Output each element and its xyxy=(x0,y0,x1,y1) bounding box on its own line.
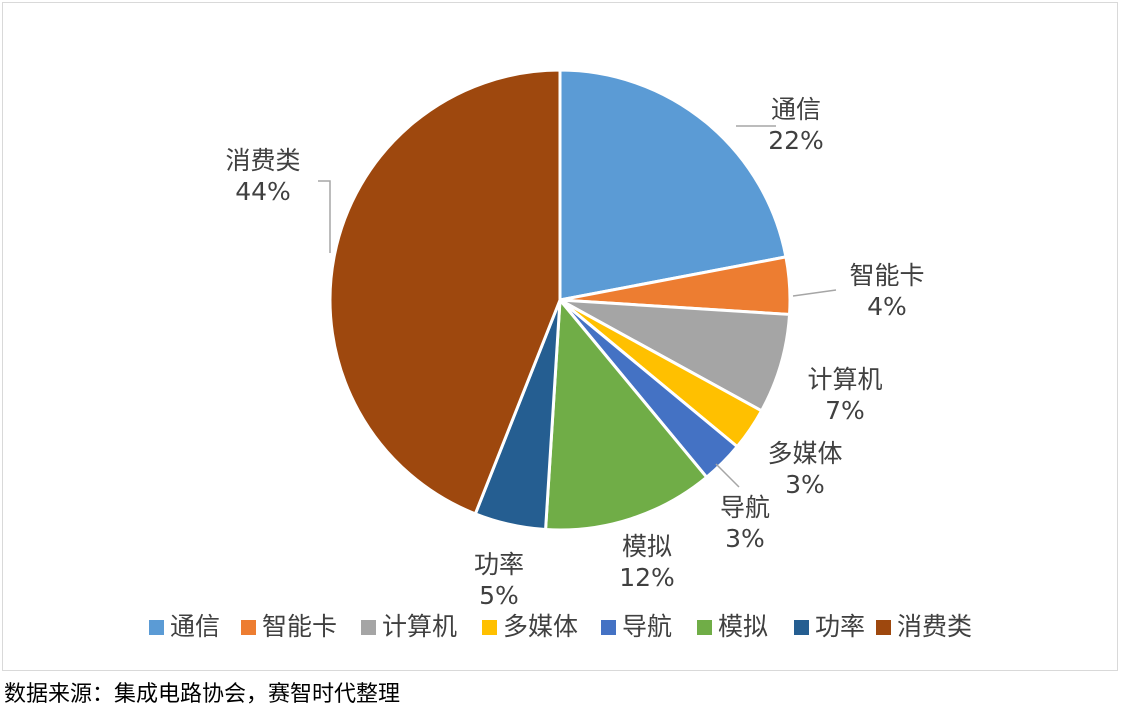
leader-line-5 xyxy=(715,463,740,488)
pie-slice-1 xyxy=(558,68,788,302)
slice-category-label: 导航 xyxy=(720,493,770,522)
legend-item: 消费类 xyxy=(876,612,972,641)
legend-item: 功率 xyxy=(794,612,865,641)
legend-item: 智能卡 xyxy=(241,612,337,641)
slice-percent-label: 5% xyxy=(479,581,519,610)
slice-percent-label: 22% xyxy=(768,126,824,155)
legend-swatch xyxy=(876,620,891,635)
legend-label: 导航 xyxy=(622,612,672,641)
slice-category-label: 模拟 xyxy=(622,532,672,561)
pie-slices xyxy=(328,68,792,532)
source-note: 数据来源：集成电路协会，赛智时代整理 xyxy=(4,682,401,707)
slice-percent-label: 3% xyxy=(725,524,765,553)
legend-item: 多媒体 xyxy=(482,612,578,641)
pie-slice-6 xyxy=(544,298,709,532)
leader-lines xyxy=(318,125,837,488)
legend-label: 多媒体 xyxy=(503,612,578,641)
legend-label: 模拟 xyxy=(718,612,768,641)
slice-category-label: 计算机 xyxy=(807,365,882,394)
legend-swatch xyxy=(241,620,256,635)
legend-swatch xyxy=(482,620,497,635)
slice-percent-label: 7% xyxy=(825,396,865,425)
legend-item: 导航 xyxy=(601,612,672,641)
legend-item: 模拟 xyxy=(697,612,768,641)
legend-item: 通信 xyxy=(149,612,220,641)
slice-category-label: 功率 xyxy=(474,550,524,579)
legend-swatch xyxy=(361,620,376,635)
legend-swatch xyxy=(149,620,164,635)
legend-label: 计算机 xyxy=(382,612,457,641)
leader-line-8 xyxy=(318,180,331,253)
legend-swatch xyxy=(697,620,712,635)
pie-slice-8 xyxy=(328,68,562,516)
legend-swatch xyxy=(794,620,809,635)
legend-swatch xyxy=(601,620,616,635)
legend-label: 功率 xyxy=(815,612,865,641)
slice-percent-label: 44% xyxy=(235,177,291,206)
slice-percent-label: 12% xyxy=(619,563,675,592)
legend-label: 智能卡 xyxy=(262,612,337,641)
slice-category-label: 智能卡 xyxy=(849,261,924,290)
slice-percent-label: 3% xyxy=(785,470,825,499)
legend-label: 消费类 xyxy=(897,612,972,641)
legend: 通信 智能卡 计算机 多媒体 导航 模拟 功率 消费类 xyxy=(149,612,972,641)
legend-item: 计算机 xyxy=(361,612,457,641)
pie-slice-3 xyxy=(558,298,792,413)
pie-chart: 通信22%智能卡4%计算机7%多媒体3%导航3%模拟12%功率5%消费类44% … xyxy=(149,68,972,641)
leader-line-2 xyxy=(792,289,837,297)
slice-category-label: 通信 xyxy=(771,95,821,124)
slice-percent-label: 4% xyxy=(867,292,907,321)
slice-category-label: 多媒体 xyxy=(767,439,842,468)
legend-label: 通信 xyxy=(170,612,220,641)
chart-frame: 通信 22% 智能卡 4% 计算机 7% 多媒体 3% 导航 3% 模拟 12% 功率 5% 消费类 44% … xyxy=(2,2,1118,671)
slice-category-label: 消费类 xyxy=(225,146,300,175)
